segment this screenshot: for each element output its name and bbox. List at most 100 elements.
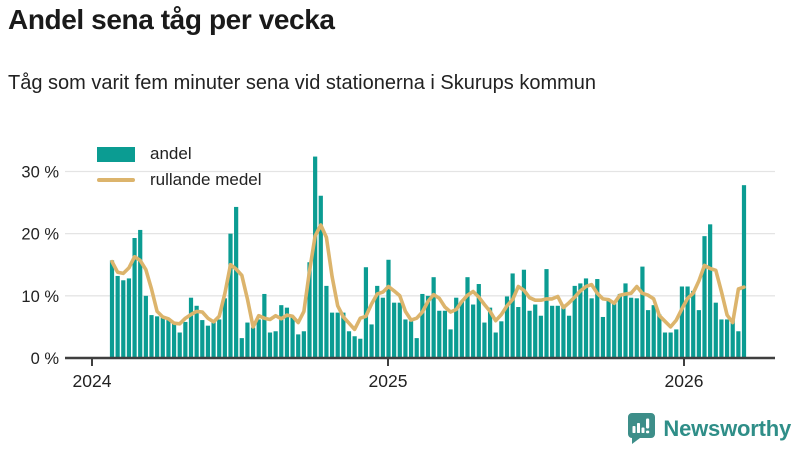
bar [561, 304, 566, 358]
bar [730, 320, 735, 358]
bar [138, 229, 143, 358]
bar [679, 286, 685, 358]
bar [115, 275, 120, 358]
bar [736, 331, 741, 358]
bar [674, 329, 679, 358]
page-title: Andel sena tåg per vecka [8, 4, 335, 35]
bar [668, 332, 673, 358]
bar [724, 319, 730, 358]
bar [623, 283, 628, 358]
bar [183, 321, 188, 358]
y-axis-label: 20 % [21, 226, 59, 244]
legend-line-swatch-icon [97, 177, 135, 183]
y-axis-label: 10 % [21, 288, 59, 306]
bar [217, 319, 222, 358]
bar [273, 331, 278, 358]
bar [239, 338, 244, 358]
bar [171, 321, 177, 358]
bar [318, 195, 323, 358]
bar [617, 293, 622, 358]
bar [307, 262, 312, 358]
bar [741, 185, 747, 358]
bar [267, 332, 273, 358]
bar [132, 238, 137, 358]
bar [696, 310, 701, 358]
bar [516, 307, 521, 358]
bar [527, 310, 532, 358]
bar [578, 283, 583, 358]
bar [612, 302, 617, 358]
bar [589, 298, 594, 358]
bar [499, 321, 504, 358]
bar [471, 304, 476, 358]
bar [719, 319, 724, 358]
bar [375, 285, 380, 358]
bar [702, 236, 707, 358]
bar [155, 316, 160, 358]
x-axis-label: 2025 [369, 371, 408, 391]
bar [397, 302, 402, 358]
bar [408, 321, 414, 358]
chart-subtitle: Tåg som varit fem minuter sena vid stati… [8, 72, 597, 94]
bar [324, 285, 329, 358]
bar [606, 300, 611, 358]
bar [533, 304, 538, 358]
newsworthy-wordmark: Newsworthy [663, 415, 791, 441]
legend-label-rullande-medel: rullande medel [150, 170, 262, 189]
bar [566, 315, 572, 358]
bar [177, 332, 182, 358]
bar [595, 279, 600, 358]
bar [188, 297, 194, 358]
y-axis-label: 0 % [31, 350, 60, 368]
bar [493, 332, 498, 358]
y-axis-label: 30 % [21, 163, 59, 181]
bar [510, 273, 515, 358]
chart-legend: andel rullande medel [97, 145, 262, 189]
bar [160, 317, 165, 358]
bar [629, 297, 634, 358]
bar [256, 319, 261, 358]
bar [459, 300, 464, 358]
legend-bar-swatch-icon [97, 146, 135, 162]
bar [651, 305, 656, 358]
bar [211, 321, 216, 358]
bar [572, 285, 577, 358]
bar [358, 338, 363, 358]
bar [634, 298, 639, 358]
bar [442, 310, 448, 358]
bar [234, 206, 239, 358]
bar [640, 266, 645, 358]
bar [228, 233, 233, 358]
bar [346, 331, 352, 358]
bar [143, 295, 148, 358]
bar [166, 320, 171, 358]
bar [121, 280, 126, 358]
bar [313, 156, 318, 358]
bar [403, 319, 408, 358]
bar [420, 293, 425, 358]
bar [425, 295, 431, 358]
x-axis-label: 2026 [665, 371, 704, 391]
bar [482, 322, 487, 358]
bar [600, 316, 606, 358]
bar [392, 302, 397, 358]
bar [279, 305, 284, 358]
bar [296, 334, 301, 358]
bar [284, 307, 290, 358]
x-axis-label: 2024 [73, 371, 112, 391]
bar [521, 269, 527, 358]
bar [504, 296, 510, 358]
bar [126, 278, 132, 358]
bar [301, 331, 306, 358]
bar [250, 327, 256, 358]
bar [437, 310, 442, 358]
bar [657, 314, 662, 358]
bar [341, 312, 346, 358]
bar [222, 298, 227, 358]
bar [335, 312, 340, 358]
rolling-mean-line [110, 223, 746, 332]
bar [538, 315, 543, 358]
bar [544, 269, 549, 358]
bar [708, 224, 713, 358]
